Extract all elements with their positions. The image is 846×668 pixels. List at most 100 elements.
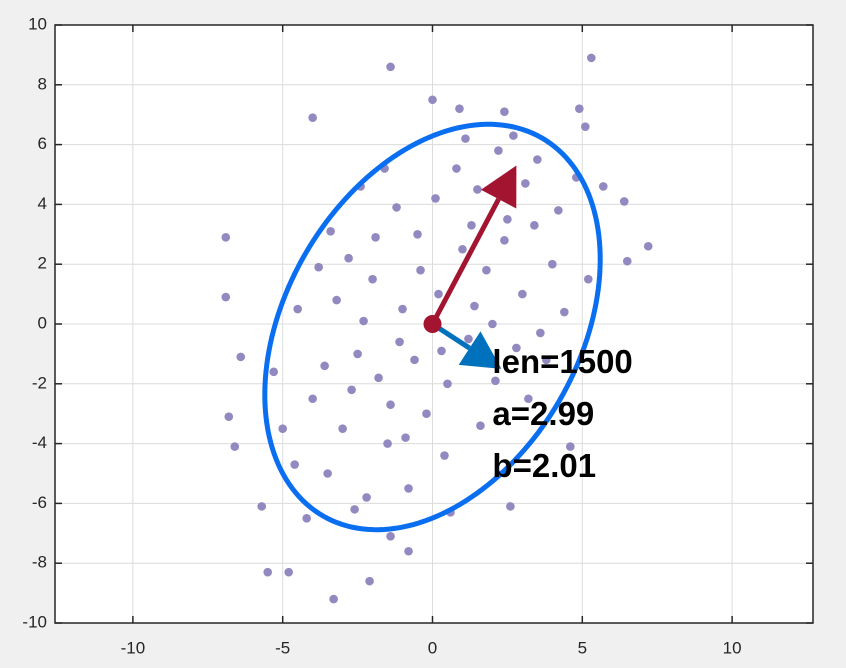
scatter-point xyxy=(374,373,383,383)
scatter-point xyxy=(491,376,500,386)
scatter-point xyxy=(371,232,380,242)
scatter-point xyxy=(524,394,533,404)
scatter-point xyxy=(598,182,608,191)
scatter-point xyxy=(583,274,593,284)
scatter-point xyxy=(386,531,395,541)
scatter-point xyxy=(359,316,368,326)
scatter-point xyxy=(500,235,509,245)
scatter-point xyxy=(308,113,317,122)
scatter-point xyxy=(308,394,317,404)
scatter-point xyxy=(290,460,299,469)
scatter-point xyxy=(470,301,479,311)
scatter-point xyxy=(509,131,518,140)
scatter-point xyxy=(401,433,410,442)
scatter-point xyxy=(236,352,246,362)
arrow-head xyxy=(480,165,517,209)
y-tick-label: 2 xyxy=(38,254,47,273)
scatter-point xyxy=(452,164,461,173)
y-tick-label: -8 xyxy=(32,553,47,572)
scatter-point xyxy=(512,343,521,353)
scatter-point xyxy=(554,206,563,215)
scatter-point xyxy=(422,409,431,419)
scatter-point xyxy=(533,155,542,164)
y-tick-label: 10 xyxy=(28,14,47,33)
scatter-point xyxy=(440,451,449,460)
x-tick-label: 0 xyxy=(428,638,437,657)
scatter-point xyxy=(362,493,371,502)
y-tick-label: 0 xyxy=(38,313,47,332)
arrow-head xyxy=(458,331,502,369)
scatter-point xyxy=(518,289,527,299)
marks: len=1500 a=2.99 b=2.01 xyxy=(221,53,653,604)
scatter-point xyxy=(560,307,569,317)
scatter-point xyxy=(365,576,374,586)
scatter-point xyxy=(368,274,377,284)
scatter-point xyxy=(221,232,231,242)
scatter-point xyxy=(344,253,353,263)
scatter-point xyxy=(542,355,551,365)
scatter-point xyxy=(398,304,407,314)
annotation: len=1500 xyxy=(492,343,632,380)
y-tick-label: -6 xyxy=(32,493,47,512)
scatter-point xyxy=(503,215,512,224)
scatter-point xyxy=(622,256,632,266)
scatter-point xyxy=(473,185,482,194)
scatter-point xyxy=(488,319,497,329)
annotation: b=2.01 xyxy=(492,447,596,484)
x-tick-label: 5 xyxy=(578,638,587,657)
scatter-point xyxy=(323,469,332,478)
scatter-point xyxy=(320,361,329,371)
scatter-point xyxy=(566,442,575,451)
y-tick-label: 4 xyxy=(38,194,47,213)
y-tick-label: -4 xyxy=(32,433,47,452)
scatter-point xyxy=(506,502,515,511)
scatter-point xyxy=(434,289,443,299)
scatter-point xyxy=(536,328,545,338)
x-tick-label: -10 xyxy=(121,638,146,657)
scatter-point xyxy=(476,421,485,430)
x-tick-label: -5 xyxy=(275,638,290,657)
y-tick-label: -2 xyxy=(32,373,47,392)
scatter-point xyxy=(314,262,323,272)
scatter-point xyxy=(326,227,335,236)
scatter-point xyxy=(329,594,338,604)
scatter-point xyxy=(386,62,395,72)
scatter-point xyxy=(455,104,464,114)
scatter-point xyxy=(221,292,231,302)
scatter-point xyxy=(404,546,413,556)
scatter-point xyxy=(395,337,404,347)
arrow-shaft xyxy=(430,197,501,326)
arrow-origin xyxy=(423,315,442,333)
ellipse xyxy=(262,121,603,533)
scatter-point xyxy=(458,244,467,254)
scatter-point xyxy=(383,439,392,448)
scatter-point xyxy=(521,179,530,188)
scatter-point xyxy=(230,442,240,451)
scatter-point xyxy=(581,122,590,131)
scatter-point xyxy=(643,241,653,251)
scatter-point xyxy=(269,367,279,377)
scatter-point xyxy=(500,107,509,117)
scatter-point xyxy=(278,424,287,433)
scatter-point xyxy=(530,221,539,230)
scatter-point xyxy=(404,484,413,493)
y-tick-label: 6 xyxy=(38,134,47,153)
scatter-point xyxy=(461,134,470,143)
scatter-point xyxy=(413,230,422,239)
scatter-point xyxy=(284,567,293,577)
scatter-point xyxy=(482,265,491,275)
scatter-point xyxy=(416,265,425,275)
scatter-point xyxy=(350,505,359,514)
scatter-point xyxy=(410,355,419,365)
scatter-point xyxy=(575,104,584,114)
y-tick-label: -10 xyxy=(22,612,47,631)
scatter-point xyxy=(224,412,234,421)
scatter-point xyxy=(392,203,401,212)
scatter-point xyxy=(302,514,311,523)
scatter-point xyxy=(293,304,302,314)
y-tick-label: 8 xyxy=(38,74,47,93)
scatter-point xyxy=(347,385,356,395)
scatter-point xyxy=(428,95,437,105)
scatter-point xyxy=(443,379,452,389)
